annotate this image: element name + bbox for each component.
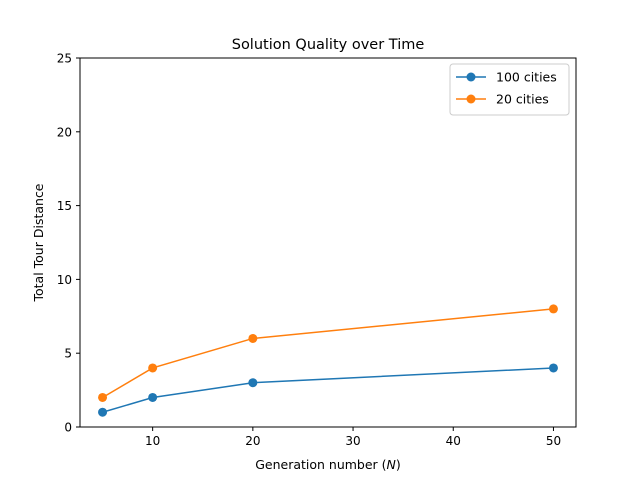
data-point-20-cities [248,333,258,343]
legend: 100 cities 20 cities [449,63,570,116]
series-line-100-cities [102,367,554,413]
series-line-20-cities [102,308,554,399]
y-axis-ticks: 0 5 10 15 20 25 [57,52,80,435]
chart-title: Solution Quality over Time [232,37,425,53]
x-tick-label: 10 [145,434,160,448]
data-point-100-cities [98,407,108,417]
data-point-20-cities [148,363,158,373]
data-point-100-cities [548,363,558,373]
x-axis-ticks: 10 20 30 40 50 [145,427,561,448]
axes-frame [79,57,577,428]
x-tick-label: 20 [245,434,260,448]
x-tick-label: 30 [345,434,360,448]
y-tick-label: 10 [57,273,72,287]
data-point-100-cities [248,378,258,388]
legend-marker-20-cities [466,94,476,104]
legend-label-100-cities: 100 cities [496,70,557,85]
y-tick-label: 15 [57,199,72,213]
series-100-cities [98,363,558,417]
y-tick-label: 20 [57,125,72,139]
data-point-20-cities [548,304,558,314]
x-axis-label: Generation number (N) [255,457,401,472]
series-20-cities [98,304,558,402]
plot-area: 10 20 30 40 50 0 5 10 15 20 25 [57,52,577,448]
x-tick-label: 50 [546,434,561,448]
y-tick-label: 5 [64,347,72,361]
x-tick-label: 40 [446,434,461,448]
y-axis-label: Total Tour Distance [31,183,46,302]
y-tick-label: 0 [64,421,72,435]
y-tick-label: 25 [57,52,72,66]
series-layer [98,304,558,417]
data-point-20-cities [98,392,108,402]
legend-marker-100-cities [466,72,476,82]
legend-label-20-cities: 20 cities [496,92,549,107]
data-point-100-cities [148,392,158,402]
